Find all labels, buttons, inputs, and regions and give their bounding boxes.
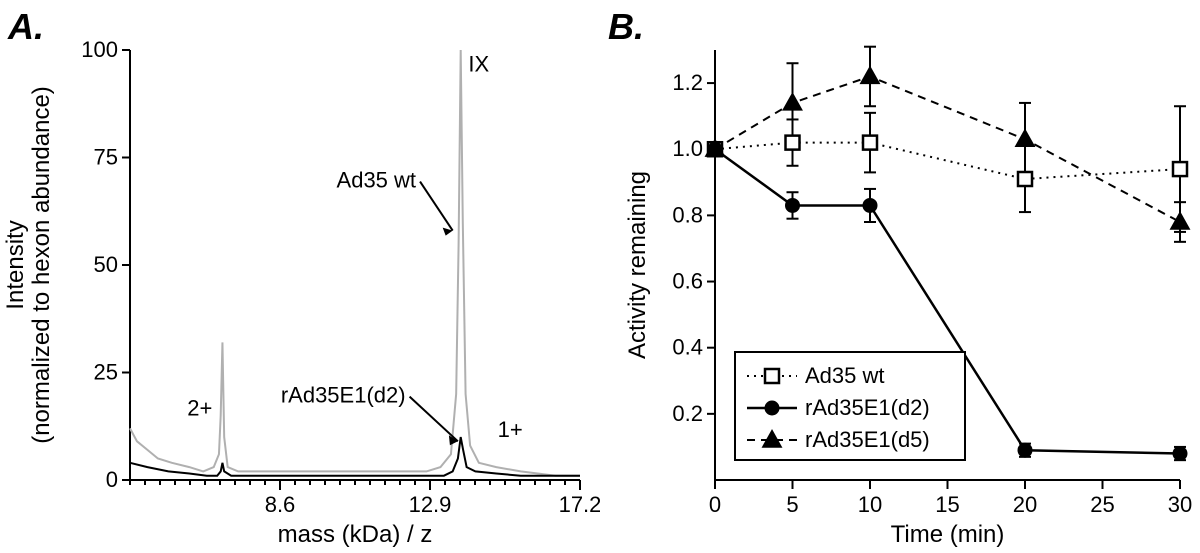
figure-container: A. 02550751008.612.917.2mass (kDa) / zIn… xyxy=(0,0,1200,553)
svg-text:50: 50 xyxy=(94,252,118,277)
svg-text:0.6: 0.6 xyxy=(672,269,703,294)
svg-text:Ad35 wt: Ad35 wt xyxy=(337,168,417,193)
svg-text:25: 25 xyxy=(1090,492,1114,517)
svg-text:rAd35E1(d5): rAd35E1(d5) xyxy=(805,427,930,452)
svg-text:1.2: 1.2 xyxy=(672,70,703,95)
svg-text:17.2: 17.2 xyxy=(559,492,600,517)
svg-text:10: 10 xyxy=(858,492,882,517)
svg-text:25: 25 xyxy=(94,360,118,385)
svg-text:15: 15 xyxy=(935,492,959,517)
svg-text:rAd35E1(d2): rAd35E1(d2) xyxy=(281,383,406,408)
svg-text:Activity remaining: Activity remaining xyxy=(624,171,651,359)
svg-text:8.6: 8.6 xyxy=(265,492,296,517)
svg-text:mass (kDa) / z: mass (kDa) / z xyxy=(278,521,433,548)
svg-text:100: 100 xyxy=(81,37,118,62)
svg-text:5: 5 xyxy=(786,492,798,517)
svg-text:Time (min): Time (min) xyxy=(891,521,1005,548)
svg-text:1.0: 1.0 xyxy=(672,136,703,161)
svg-text:IX: IX xyxy=(468,52,489,77)
svg-text:30: 30 xyxy=(1168,492,1192,517)
panel-a-chart: 0 25 50 75 100 8.6 12.9 17.2 mass (kDa) / z Inten… xyxy=(0,0,600,553)
svg-text:1+: 1+ xyxy=(498,417,523,442)
panel-b-label: B. xyxy=(608,6,644,48)
panel-a: A. 0 25 50 75 100 8.6 12.9 17.2 mass (kDa) / z In… xyxy=(0,0,600,553)
svg-text:Intensity(normalized to hexon: Intensity(normalized to hexon abundance) xyxy=(2,86,55,444)
svg-text:0.8: 0.8 xyxy=(672,202,703,227)
panel-b: B. 0.2 0.4 0.6 0.8 1.0 1.2 0 5 10 15 20 25 30 Time (m… xyxy=(600,0,1200,553)
svg-text:75: 75 xyxy=(94,145,118,170)
svg-text:0: 0 xyxy=(106,467,118,492)
panel-b-chart: 0.2 0.4 0.6 0.8 1.0 1.2 0 5 10 15 20 25 30 Time (min)… xyxy=(600,0,1200,553)
panel-a-label: A. xyxy=(8,6,44,48)
svg-text:12.9: 12.9 xyxy=(409,492,452,517)
svg-text:20: 20 xyxy=(1013,492,1037,517)
svg-text:rAd35E1(d2): rAd35E1(d2) xyxy=(805,395,930,420)
svg-text:2+: 2+ xyxy=(187,396,212,421)
svg-text:Ad35 wt: Ad35 wt xyxy=(805,363,885,388)
svg-text:0.4: 0.4 xyxy=(672,335,703,360)
svg-text:0: 0 xyxy=(709,492,721,517)
svg-text:0.2: 0.2 xyxy=(672,401,703,426)
